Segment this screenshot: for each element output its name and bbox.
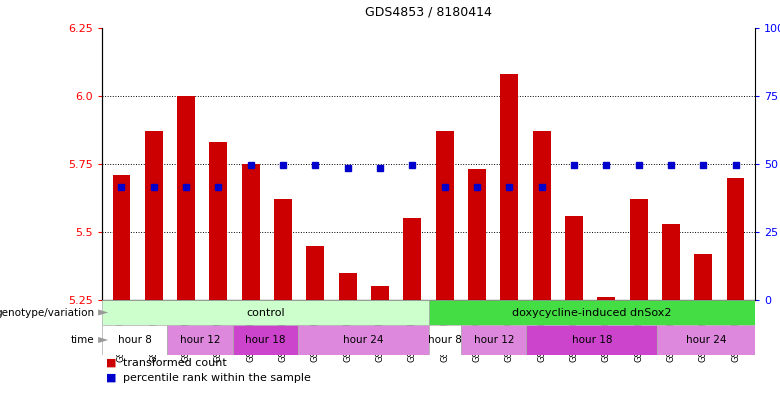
Text: hour 8: hour 8	[118, 335, 151, 345]
Bar	[167, 325, 232, 355]
Bar	[307, 246, 324, 300]
Text: ■: ■	[106, 373, 116, 383]
Bar	[177, 96, 195, 300]
Text: percentile rank within the sample: percentile rank within the sample	[123, 373, 311, 383]
Bar	[526, 325, 657, 355]
Bar	[501, 74, 518, 300]
Bar	[339, 273, 356, 300]
Bar	[662, 224, 680, 300]
Bar	[274, 199, 292, 300]
Text: hour 24: hour 24	[686, 335, 726, 345]
Bar	[694, 254, 712, 300]
Text: transformed count: transformed count	[123, 358, 227, 368]
Bar	[298, 325, 428, 355]
Bar	[371, 286, 389, 300]
Bar	[210, 142, 227, 300]
Text: GDS4853 / 8180414: GDS4853 / 8180414	[365, 6, 492, 18]
Bar	[468, 169, 486, 300]
Text: hour 8: hour 8	[428, 335, 462, 345]
Bar	[428, 300, 755, 325]
Text: genotype/variation: genotype/variation	[0, 307, 94, 318]
Bar	[428, 325, 461, 355]
Bar	[403, 219, 421, 300]
Bar	[102, 325, 167, 355]
Bar	[461, 325, 526, 355]
Text: hour 24: hour 24	[343, 335, 384, 345]
Text: hour 18: hour 18	[245, 335, 285, 345]
Bar	[102, 300, 428, 325]
Text: time: time	[70, 335, 94, 345]
Bar	[597, 297, 615, 300]
Bar	[145, 131, 162, 300]
Text: doxycycline-induced dnSox2: doxycycline-induced dnSox2	[512, 307, 672, 318]
Text: hour 12: hour 12	[473, 335, 514, 345]
Text: hour 12: hour 12	[179, 335, 220, 345]
Text: hour 18: hour 18	[572, 335, 612, 345]
Bar	[727, 178, 744, 300]
Bar	[436, 131, 453, 300]
Text: control: control	[246, 307, 285, 318]
Text: ■: ■	[106, 358, 116, 368]
Bar	[629, 199, 647, 300]
Bar	[242, 164, 260, 300]
Bar	[232, 325, 298, 355]
Bar	[112, 175, 130, 300]
Polygon shape	[98, 309, 108, 316]
Bar	[533, 131, 551, 300]
Bar	[565, 216, 583, 300]
Bar	[657, 325, 755, 355]
Polygon shape	[98, 337, 108, 343]
